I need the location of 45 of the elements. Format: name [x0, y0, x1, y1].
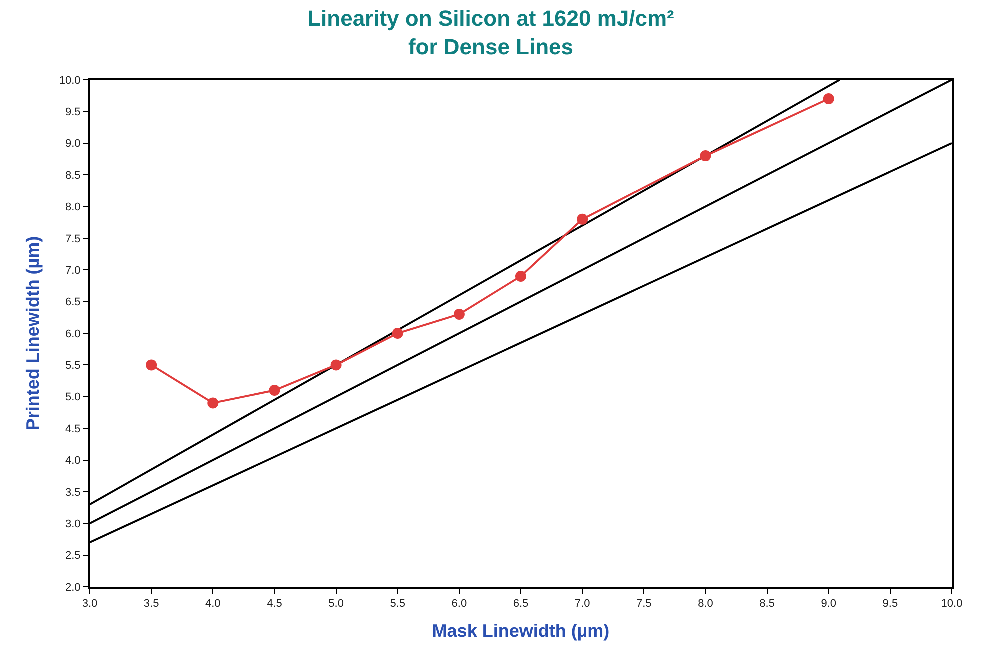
- y-tick-label: 6.5: [66, 296, 81, 309]
- y-axis-title: Printed Linewidth (µm): [23, 236, 44, 431]
- x-tick-label: 4.0: [205, 598, 221, 610]
- x-tick-label: 7.0: [574, 598, 590, 610]
- x-tick-label: 8.5: [760, 598, 775, 610]
- point: [823, 94, 834, 105]
- point: [516, 270, 526, 282]
- y-tick-label: 3.5: [66, 486, 81, 499]
- y-tick-label: 10.0: [59, 74, 81, 87]
- x-tick-label: 6.5: [513, 598, 529, 610]
- y-tick-label: 3.0: [66, 518, 81, 530]
- y-tick-label: 9.5: [66, 106, 81, 119]
- y-tick-label: 2.0: [66, 582, 81, 594]
- x-tick-label: 6.0: [452, 598, 468, 610]
- y-tick-label: 8.0: [66, 202, 81, 214]
- point: [577, 214, 588, 225]
- x-tick-label: 9.5: [882, 598, 898, 610]
- x-tick-label: 5.0: [328, 598, 344, 610]
- y-tick-label: 6.0: [66, 328, 81, 340]
- y-tick-label: 5.0: [66, 392, 81, 404]
- x-tick-label: 8.0: [698, 598, 714, 610]
- y-tick-label: 8.5: [66, 170, 81, 182]
- y-tick-label: 4.0: [66, 455, 81, 468]
- point: [146, 360, 158, 371]
- y-tick-label: 9.0: [66, 138, 81, 150]
- x-tick-label: 4.5: [267, 598, 282, 610]
- x-tick-label: 7.5: [636, 598, 652, 610]
- point: [454, 308, 465, 320]
- point: [208, 398, 219, 409]
- x-tick-label: 9.0: [821, 598, 837, 610]
- point: [330, 360, 342, 371]
- x-axis-title: Mask Linewidth (µm): [432, 620, 610, 641]
- y-tick-label: 7.5: [66, 233, 81, 246]
- point: [269, 385, 280, 396]
- y-tick-label: 7.0: [66, 264, 81, 277]
- chart-title: Linearity on Silicon at 1620 mJ/cm² for Dense Lines: [308, 6, 674, 60]
- y-tick-label: 5.5: [66, 360, 81, 372]
- point: [700, 150, 712, 162]
- y-tick-label: 4.5: [66, 423, 81, 436]
- x-tick-label: 10.0: [941, 598, 963, 610]
- y-tick-label: 2.5: [66, 550, 81, 562]
- point: [392, 328, 404, 339]
- x-tick-label: 3.5: [144, 598, 160, 610]
- x-tick-label: 3.0: [82, 598, 98, 610]
- x-tick-label: 5.5: [390, 598, 406, 610]
